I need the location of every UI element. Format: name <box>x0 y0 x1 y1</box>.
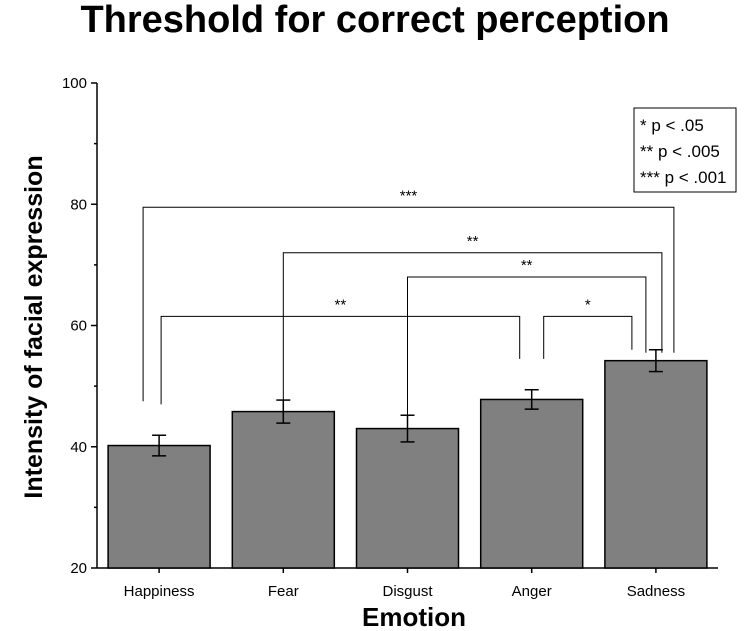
legend-frame <box>633 107 737 193</box>
legend-entry-2: ** p < .005 <box>640 142 720 161</box>
significance-label: * <box>585 296 591 313</box>
bar <box>107 444 211 569</box>
significance-bracket <box>142 206 675 402</box>
x-tick-label: Anger <box>512 583 552 600</box>
bar <box>355 427 460 569</box>
x-axis-label: Emotion <box>362 602 466 631</box>
y-tick-label: 40 <box>70 439 87 456</box>
y-tick-label: 60 <box>70 318 87 335</box>
legend-entry-3: *** p < .001 <box>640 168 727 187</box>
significance-label: ** <box>521 257 533 274</box>
chart-title: Threshold for correct perception <box>80 0 669 41</box>
bar <box>479 398 584 569</box>
significance-label: ** <box>335 296 347 313</box>
x-tick-label: Happiness <box>124 583 195 600</box>
significance-bracket <box>407 276 647 417</box>
significance-label: *** <box>400 187 418 204</box>
y-axis-label: Intensity of facial expression <box>20 155 48 498</box>
bar <box>231 410 336 569</box>
significance-bracket <box>543 315 633 359</box>
significance-label: ** <box>467 233 479 250</box>
legend-entry-1: * p < .05 <box>640 116 704 135</box>
y-tick-label: 80 <box>70 196 87 213</box>
x-tick-label: Fear <box>268 583 299 600</box>
significance-bracket <box>160 315 521 405</box>
x-tick-label: Disgust <box>382 583 433 600</box>
legend-box: * p < .05 ** p < .005 *** p < .001 <box>633 107 737 193</box>
bar <box>604 359 708 569</box>
y-tick-label: 20 <box>70 560 87 577</box>
y-tick-label: 100 <box>62 75 87 92</box>
plot-area: 20 40 60 80 100 Happiness Fear Disgust Anger Sadn… <box>62 75 718 600</box>
x-tick-label: Sadness <box>627 583 685 600</box>
significance-bracket <box>282 252 663 402</box>
